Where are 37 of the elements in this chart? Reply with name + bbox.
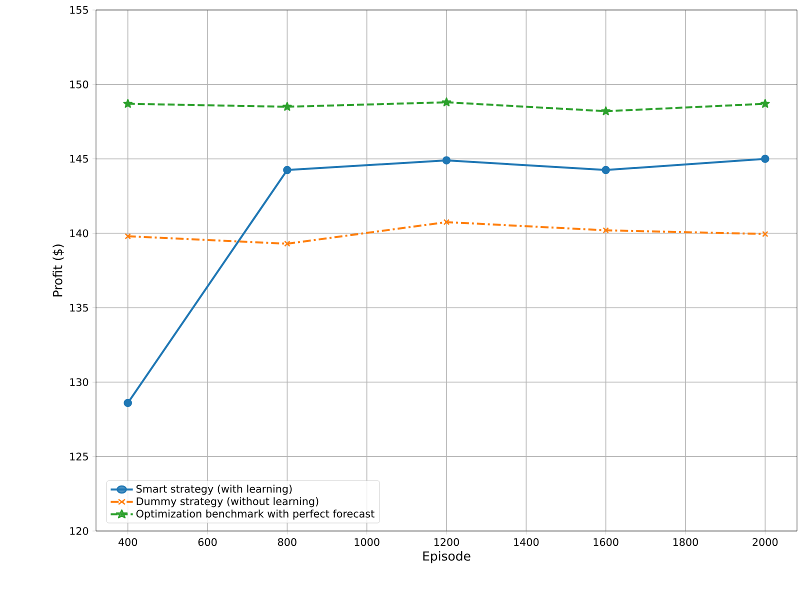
legend-label: Smart strategy (with learning) <box>136 484 292 495</box>
point <box>442 97 452 106</box>
x-tick-label: 800 <box>278 538 296 546</box>
x-tick-label: 1400 <box>514 538 539 546</box>
y-tick-label: 150 <box>70 80 88 88</box>
legend-label: Optimization benchmark with perfect forecast <box>136 510 374 520</box>
point <box>283 166 292 174</box>
legend-label: Dummy strategy (without learning) <box>136 497 318 508</box>
point <box>602 227 609 234</box>
y-tick-label: 155 <box>70 6 88 14</box>
point <box>282 102 292 111</box>
y-tick-label: 130 <box>70 378 88 386</box>
x-tick-label: 1000 <box>354 538 380 546</box>
point <box>442 156 451 164</box>
y-tick-label: 120 <box>70 527 88 535</box>
x-tick-label: 1200 <box>434 538 459 546</box>
y-tick-label: 135 <box>70 304 88 312</box>
point <box>601 106 610 116</box>
point <box>602 166 610 174</box>
y-axis-title: Profit ($) <box>52 244 64 296</box>
point <box>124 398 132 408</box>
y-tick-label: 145 <box>70 155 88 163</box>
x-tick-label: 1600 <box>594 538 618 546</box>
y-tick-label: 125 <box>70 452 88 460</box>
point <box>443 218 450 226</box>
point <box>123 98 133 108</box>
x-tick-label: 1800 <box>673 538 698 546</box>
point <box>760 98 770 108</box>
x-axis-title: Episode <box>423 551 470 564</box>
x-tick-label: 600 <box>198 538 217 546</box>
point <box>124 233 131 240</box>
x-tick-label: 400 <box>118 538 138 546</box>
point <box>762 230 768 238</box>
point <box>284 240 290 247</box>
point <box>761 154 770 164</box>
y-tick-label: 140 <box>70 229 88 238</box>
x-tick-label: 2000 <box>752 538 778 546</box>
